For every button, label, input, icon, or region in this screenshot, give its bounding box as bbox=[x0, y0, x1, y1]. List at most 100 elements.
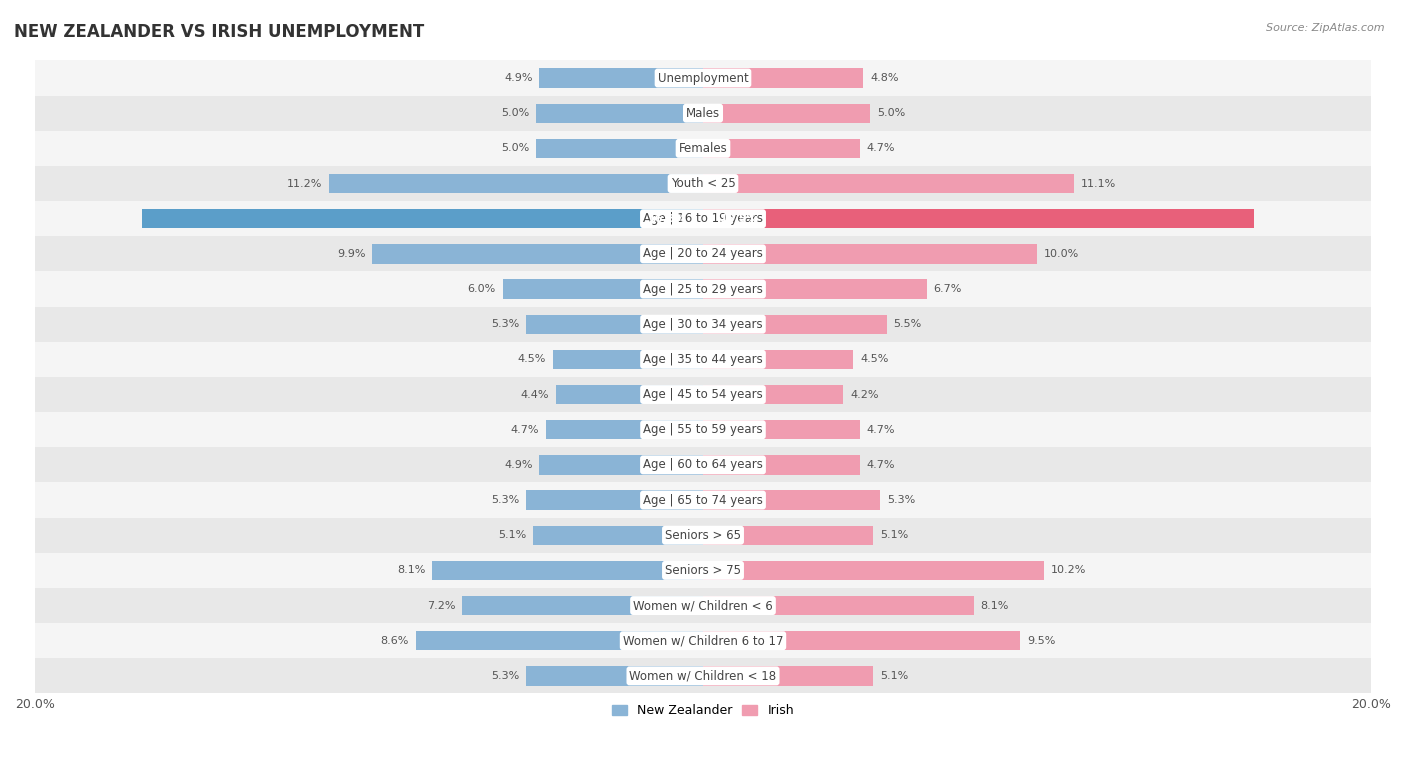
Bar bbox=[703, 525, 873, 545]
Text: 4.7%: 4.7% bbox=[510, 425, 540, 435]
Bar bbox=[526, 314, 703, 334]
Bar bbox=[703, 139, 860, 158]
Legend: New Zealander, Irish: New Zealander, Irish bbox=[607, 699, 799, 722]
Text: 11.1%: 11.1% bbox=[1080, 179, 1116, 188]
Bar bbox=[35, 482, 1371, 518]
Text: 5.3%: 5.3% bbox=[491, 495, 519, 505]
Bar bbox=[703, 104, 870, 123]
Text: Age | 20 to 24 years: Age | 20 to 24 years bbox=[643, 248, 763, 260]
Bar bbox=[35, 623, 1371, 659]
Bar bbox=[35, 307, 1371, 341]
Bar bbox=[526, 491, 703, 509]
Bar bbox=[526, 666, 703, 686]
Bar bbox=[35, 412, 1371, 447]
Bar bbox=[373, 245, 703, 263]
Bar bbox=[35, 272, 1371, 307]
Bar bbox=[703, 245, 1038, 263]
Bar bbox=[703, 631, 1021, 650]
Bar bbox=[540, 455, 703, 475]
Bar bbox=[703, 385, 844, 404]
Text: Age | 45 to 54 years: Age | 45 to 54 years bbox=[643, 388, 763, 401]
Text: 5.1%: 5.1% bbox=[498, 530, 526, 540]
Text: Age | 25 to 29 years: Age | 25 to 29 years bbox=[643, 282, 763, 295]
Text: 9.5%: 9.5% bbox=[1026, 636, 1056, 646]
Text: 5.3%: 5.3% bbox=[887, 495, 915, 505]
Bar bbox=[35, 659, 1371, 693]
Text: 4.8%: 4.8% bbox=[870, 73, 898, 83]
Text: 5.0%: 5.0% bbox=[501, 108, 529, 118]
Text: 4.4%: 4.4% bbox=[520, 390, 550, 400]
Text: 8.1%: 8.1% bbox=[398, 565, 426, 575]
Text: 16.8%: 16.8% bbox=[648, 213, 686, 223]
Bar bbox=[533, 525, 703, 545]
Text: 4.2%: 4.2% bbox=[851, 390, 879, 400]
Text: 4.7%: 4.7% bbox=[866, 459, 896, 470]
Text: Youth < 25: Youth < 25 bbox=[671, 177, 735, 190]
Text: 5.1%: 5.1% bbox=[880, 671, 908, 681]
Bar bbox=[35, 236, 1371, 272]
Bar bbox=[703, 420, 860, 439]
Text: 6.7%: 6.7% bbox=[934, 284, 962, 294]
Text: Seniors > 75: Seniors > 75 bbox=[665, 564, 741, 577]
Bar bbox=[703, 279, 927, 299]
Text: NEW ZEALANDER VS IRISH UNEMPLOYMENT: NEW ZEALANDER VS IRISH UNEMPLOYMENT bbox=[14, 23, 425, 41]
Text: 10.0%: 10.0% bbox=[1043, 249, 1078, 259]
Bar bbox=[416, 631, 703, 650]
Text: 8.1%: 8.1% bbox=[980, 600, 1008, 611]
Bar bbox=[35, 553, 1371, 588]
Bar bbox=[703, 350, 853, 369]
Bar bbox=[35, 588, 1371, 623]
Bar bbox=[35, 166, 1371, 201]
Text: Women w/ Children 6 to 17: Women w/ Children 6 to 17 bbox=[623, 634, 783, 647]
Bar bbox=[703, 561, 1043, 580]
Bar bbox=[546, 420, 703, 439]
Text: Females: Females bbox=[679, 142, 727, 155]
Text: 16.5%: 16.5% bbox=[720, 213, 758, 223]
Bar bbox=[35, 447, 1371, 482]
Text: Source: ZipAtlas.com: Source: ZipAtlas.com bbox=[1267, 23, 1385, 33]
Text: 5.0%: 5.0% bbox=[501, 143, 529, 154]
Text: Age | 35 to 44 years: Age | 35 to 44 years bbox=[643, 353, 763, 366]
Text: 4.7%: 4.7% bbox=[866, 143, 896, 154]
Text: Age | 60 to 64 years: Age | 60 to 64 years bbox=[643, 459, 763, 472]
Bar bbox=[703, 455, 860, 475]
Text: 4.7%: 4.7% bbox=[866, 425, 896, 435]
Text: 5.3%: 5.3% bbox=[491, 319, 519, 329]
Bar bbox=[703, 666, 873, 686]
Bar bbox=[463, 596, 703, 615]
Text: Women w/ Children < 18: Women w/ Children < 18 bbox=[630, 669, 776, 682]
Bar bbox=[35, 201, 1371, 236]
Bar bbox=[703, 596, 973, 615]
Bar bbox=[536, 104, 703, 123]
Bar bbox=[35, 518, 1371, 553]
Text: Males: Males bbox=[686, 107, 720, 120]
Bar bbox=[703, 209, 1254, 229]
Text: Age | 65 to 74 years: Age | 65 to 74 years bbox=[643, 494, 763, 506]
Text: 5.5%: 5.5% bbox=[893, 319, 922, 329]
Bar bbox=[433, 561, 703, 580]
Text: 4.5%: 4.5% bbox=[517, 354, 546, 364]
Text: 9.9%: 9.9% bbox=[337, 249, 366, 259]
Bar bbox=[703, 174, 1074, 193]
Text: Women w/ Children < 6: Women w/ Children < 6 bbox=[633, 599, 773, 612]
Text: 11.2%: 11.2% bbox=[287, 179, 322, 188]
Text: Seniors > 65: Seniors > 65 bbox=[665, 528, 741, 542]
Text: Age | 30 to 34 years: Age | 30 to 34 years bbox=[643, 318, 763, 331]
Text: 7.2%: 7.2% bbox=[427, 600, 456, 611]
Text: 5.1%: 5.1% bbox=[880, 530, 908, 540]
Text: 10.2%: 10.2% bbox=[1050, 565, 1085, 575]
Bar bbox=[703, 314, 887, 334]
Bar bbox=[35, 341, 1371, 377]
Text: 5.0%: 5.0% bbox=[877, 108, 905, 118]
Bar bbox=[502, 279, 703, 299]
Text: Age | 16 to 19 years: Age | 16 to 19 years bbox=[643, 212, 763, 225]
Bar bbox=[329, 174, 703, 193]
Text: 4.9%: 4.9% bbox=[505, 73, 533, 83]
Bar bbox=[703, 68, 863, 88]
Text: 5.3%: 5.3% bbox=[491, 671, 519, 681]
Text: 6.0%: 6.0% bbox=[468, 284, 496, 294]
Bar bbox=[35, 131, 1371, 166]
Bar bbox=[703, 491, 880, 509]
Bar bbox=[142, 209, 703, 229]
Text: 4.9%: 4.9% bbox=[505, 459, 533, 470]
